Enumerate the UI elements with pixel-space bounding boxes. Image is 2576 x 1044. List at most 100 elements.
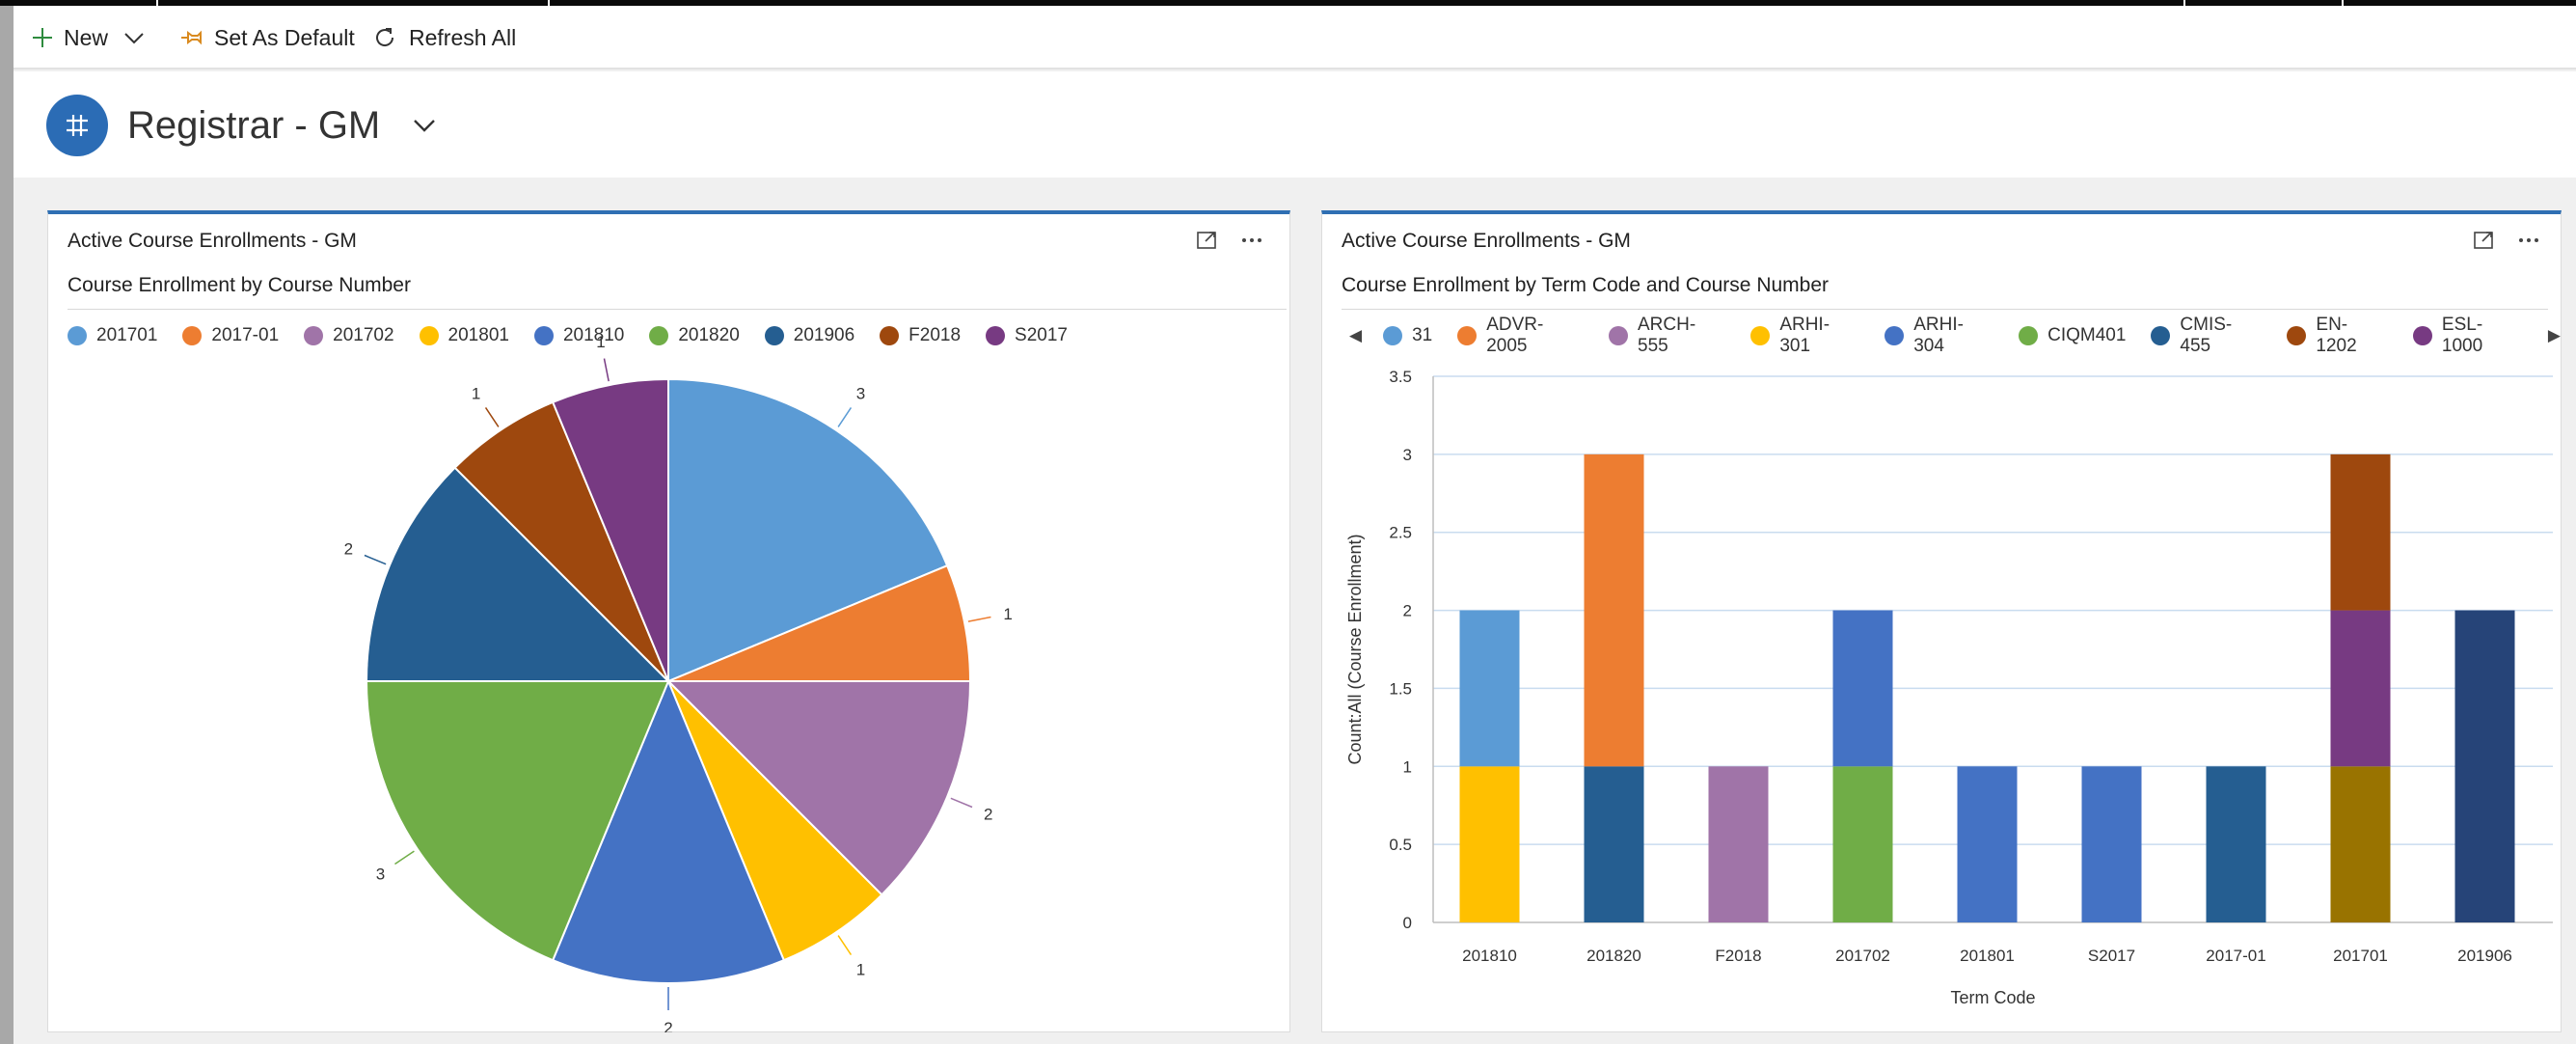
more-options-button[interactable]	[2518, 237, 2539, 243]
bar-segment-S2017-0[interactable]	[2081, 766, 2142, 922]
bar-segment-201820-0[interactable]	[1584, 766, 1644, 922]
expand-chart-button[interactable]	[1197, 231, 1218, 250]
command-bar: New Set As Default Refresh All	[14, 6, 2576, 69]
legend-item[interactable]: ARCH-555	[1609, 315, 1725, 357]
legend-item[interactable]: 2017-01	[182, 325, 279, 346]
pie-data-label: 3	[376, 865, 385, 883]
chart-subtitle: Course Enrollment by Term Code and Cours…	[1342, 274, 1830, 296]
bar-segment-201702-1[interactable]	[1832, 610, 1893, 767]
legend-item[interactable]: ARHI-301	[1750, 315, 1859, 357]
pie-leader-line	[967, 616, 991, 622]
dashboard-header: Registrar - GM	[14, 71, 2576, 178]
legend-item[interactable]: 201810	[533, 325, 624, 346]
left-gutter	[0, 6, 14, 1044]
pie-slice-201701[interactable]	[667, 377, 949, 683]
pie-slice-201810[interactable]	[551, 678, 786, 984]
x-tick-label: 201801	[1960, 947, 2015, 965]
legend-item[interactable]: CIQM401	[2019, 325, 2126, 346]
bar-legend: ◀ 31 ADVR-2005 ARCH-555 ARHI-301 ARHI-304 CIQM…	[1349, 315, 2561, 356]
bar-segment-201801-0[interactable]	[1957, 766, 2018, 922]
legend-item[interactable]: CMIS-455	[2151, 315, 2262, 357]
pie-leader-line	[484, 407, 500, 427]
pie-leader-line	[394, 850, 415, 865]
dashboard-selector-chevron-icon[interactable]	[409, 110, 440, 141]
dashboard-icon	[46, 95, 108, 156]
pie-slice-201906[interactable]	[365, 466, 671, 682]
legend-swatch	[304, 326, 324, 345]
pie-slice-S2017[interactable]	[551, 377, 669, 682]
bar-segment-201810-0[interactable]	[1459, 766, 1520, 922]
legend-swatch	[880, 326, 900, 345]
pin-icon	[181, 30, 202, 45]
legend-item[interactable]: 201801	[419, 325, 509, 346]
legend-swatch	[1885, 326, 1905, 345]
legend-label: ARCH-555	[1638, 315, 1696, 356]
pie-data-label: 1	[856, 960, 865, 978]
pie-chart: 3 1 2 1 2 3 2 1 1	[344, 333, 1013, 1032]
divider	[1342, 309, 2548, 310]
pie-data-label: 1	[472, 385, 480, 403]
set-as-default-label: Set As Default	[214, 24, 355, 50]
legend-swatch	[1750, 326, 1771, 345]
legend-label: 201801	[447, 325, 509, 345]
bar-segment-201702-0[interactable]	[1832, 766, 1893, 922]
bar-segment-201701-0[interactable]	[2330, 766, 2391, 922]
pie-slice-201801[interactable]	[667, 680, 883, 962]
legend-item[interactable]: ARHI-304	[1885, 315, 1993, 357]
legend-prev-arrow-icon[interactable]: ◀	[1349, 326, 1363, 344]
top-bar-divider	[548, 0, 550, 6]
legend-label: 201702	[333, 325, 394, 345]
bar-segment-2017-01-0[interactable]	[2206, 766, 2266, 922]
legend-label: CIQM401	[2047, 325, 2127, 345]
bar-segment-201701-2[interactable]	[2330, 453, 2391, 611]
y-tick-label: 2.5	[1389, 524, 1412, 542]
new-button[interactable]: New	[31, 6, 108, 69]
legend-item[interactable]: 201702	[304, 325, 394, 346]
set-as-default-button[interactable]: Set As Default	[179, 6, 355, 69]
legend-next-arrow-icon[interactable]: ▶	[2547, 326, 2561, 344]
expand-icon	[2474, 232, 2493, 249]
refresh-icon	[376, 28, 394, 46]
legend-item[interactable]: EN-1202	[2287, 315, 2388, 357]
legend-swatch	[986, 326, 1006, 345]
pie-slice-F2018[interactable]	[453, 400, 669, 682]
legend-swatch	[1383, 326, 1403, 345]
stacked-bar-chart: 0 0.5 1 1.5 2 2.5 3 3.5 201810 201820 F2018 201702 2…	[1345, 368, 2553, 1007]
card-title: Active Course Enrollments - GM	[1342, 230, 1631, 252]
legend-swatch	[2151, 326, 2171, 345]
legend-item[interactable]: 31	[1383, 325, 1432, 346]
refresh-all-button[interactable]: Refresh All	[372, 6, 516, 69]
legend-label: CMIS-455	[2180, 315, 2233, 356]
bar-segment-201906-0[interactable]	[2454, 610, 2515, 922]
bar-segment-F2018-0[interactable]	[1708, 766, 1769, 922]
y-tick-label: 3	[1403, 446, 1412, 464]
y-tick-label: 1	[1403, 757, 1412, 776]
top-bar-divider	[2342, 0, 2344, 6]
card-tools	[1197, 228, 1262, 253]
new-dropdown-button[interactable]	[122, 6, 147, 69]
pie-slice-201702[interactable]	[665, 680, 972, 896]
legend-label: 201820	[678, 325, 740, 345]
expand-chart-button[interactable]	[2474, 231, 2495, 250]
pie-leader-line	[603, 358, 610, 382]
pie-slice-2017-01[interactable]	[667, 563, 972, 682]
chart-card-term-code: Active Course Enrollments - GM Course En…	[1321, 210, 2562, 1032]
legend-item[interactable]: 201906	[764, 325, 854, 346]
divider	[68, 309, 1287, 310]
legend-item[interactable]: F2018	[880, 325, 961, 346]
bar-segment-201820-1[interactable]	[1584, 453, 1644, 767]
bar-segment-201701-1[interactable]	[2330, 610, 2391, 767]
legend-item[interactable]: 201820	[649, 325, 740, 346]
y-tick-label: 3.5	[1389, 368, 1412, 386]
legend-label: ARHI-304	[1913, 315, 1964, 356]
chart-card-course-number: Active Course Enrollments - GM Course En…	[47, 210, 1290, 1032]
more-options-button[interactable]	[1241, 237, 1262, 243]
legend-item[interactable]: ADVR-2005	[1457, 315, 1584, 357]
pie-slice-201820[interactable]	[365, 680, 670, 962]
legend-item[interactable]: 201701	[68, 325, 157, 346]
pie-data-label: 1	[1003, 605, 1012, 623]
bar-segment-201810-1[interactable]	[1459, 610, 1520, 767]
dashboard-glyph-icon	[67, 115, 88, 136]
legend-item[interactable]: S2017	[986, 325, 1068, 346]
legend-item[interactable]: ESL-1000	[2412, 315, 2523, 357]
